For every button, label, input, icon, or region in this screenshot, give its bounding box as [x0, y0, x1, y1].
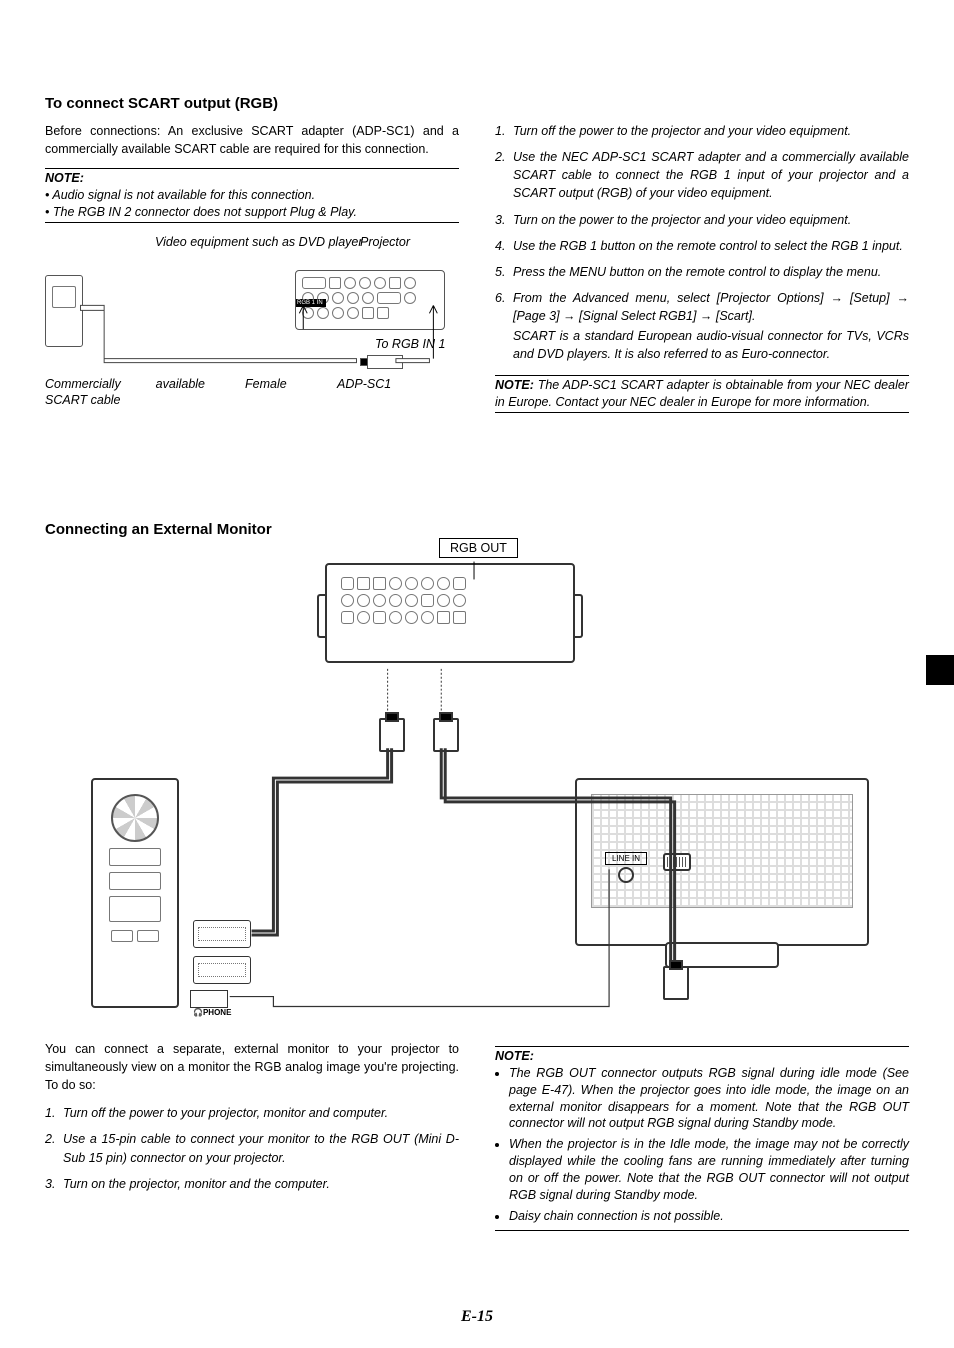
note-title: NOTE:: [45, 171, 84, 185]
s2-note-b2: When the projector is in the Idle mode, …: [509, 1136, 909, 1204]
section1-steps: Turn off the power to the projector and …: [495, 122, 909, 363]
s1-step3: Turn on the power to the projector and y…: [495, 211, 909, 229]
s2-note-b1: The RGB OUT connector outputs RGB signal…: [509, 1065, 909, 1133]
section1-title: To connect SCART output (RGB): [45, 95, 909, 112]
pc-tower: [91, 778, 179, 1008]
phone-plug: [190, 990, 228, 1008]
phone-label: 🎧PHONE: [193, 1008, 231, 1017]
section1-columns: Before connections: An exclusive SCART a…: [45, 122, 909, 435]
s2-step3: Turn on the projector, monitor and the c…: [45, 1175, 459, 1193]
s2-step1: Turn off the power to your projector, mo…: [45, 1104, 459, 1122]
page-number: E-15: [0, 1308, 954, 1326]
section1-intro: Before connections: An exclusive SCART a…: [45, 122, 459, 158]
video-equipment-box: [45, 275, 83, 347]
section2-note: NOTE: The RGB OUT connector outputs RGB …: [495, 1046, 909, 1231]
lbl-video-equip: Video equipment such as DVD player: [155, 235, 363, 251]
s2-step2: Use a 15-pin cable to connect your monit…: [45, 1130, 459, 1166]
figure-scart: Video equipment such as DVD player Proje…: [45, 235, 459, 435]
section1-right-col: Turn off the power to the projector and …: [495, 122, 909, 435]
vga-plug-right: [433, 718, 459, 752]
note2-body: The ADP-SC1 SCART adapter is obtainable …: [495, 378, 909, 409]
note2-title: NOTE:: [495, 378, 534, 392]
note1-b2: The RGB IN 2 connector does not support …: [53, 205, 357, 219]
section1-note1: NOTE: • Audio signal is not available fo…: [45, 168, 459, 223]
monitor-vga-port: [663, 853, 691, 871]
s1-step4: Use the RGB 1 button on the remote contr…: [495, 237, 909, 255]
line-in-block: LINE IN: [605, 848, 647, 883]
section1-left-col: Before connections: An exclusive SCART a…: [45, 122, 459, 435]
line-in-label: LINE IN: [605, 852, 647, 865]
projector-rear-panel: [325, 563, 575, 663]
s1-step6-text: From the Advanced menu, select [Projecto…: [513, 291, 909, 323]
section2-text-cols: You can connect a separate, external mon…: [45, 1040, 909, 1243]
s1-step2: Use the NEC ADP-SC1 SCART adapter and a …: [495, 148, 909, 202]
line-in-jack: [618, 867, 634, 883]
lbl-to-rgb1: To RGB IN 1: [375, 337, 445, 353]
lbl-projector: Projector: [360, 235, 410, 251]
s1-step1: Turn off the power to the projector and …: [495, 122, 909, 140]
lbl-adapter: ADP-SC1: [337, 377, 391, 393]
section2-body: You can connect a separate, external mon…: [45, 1040, 459, 1094]
s1-step6-sub: SCART is a standard European audio-visua…: [513, 327, 909, 363]
vga-plug-monitor: [663, 966, 689, 1000]
page: To connect SCART output (RGB) Before con…: [0, 0, 954, 1348]
lbl-scart-cable: Commercially available SCART cable: [45, 377, 205, 408]
section2-left-col: You can connect a separate, external mon…: [45, 1040, 459, 1243]
adapter-adp-sc1: [367, 355, 403, 369]
section2-right-col: NOTE: The RGB OUT connector outputs RGB …: [495, 1040, 909, 1243]
s2-note-title: NOTE:: [495, 1049, 534, 1063]
pc-vga-out1: [193, 920, 251, 948]
figure-external-monitor: RGB OUT LINE IN: [45, 548, 909, 1028]
pc-vga-out2: [193, 956, 251, 984]
note1-b1: Audio signal is not available for this c…: [52, 188, 315, 202]
vga-plug-left: [379, 718, 405, 752]
lbl-female: Female: [245, 377, 287, 393]
section2-title: Connecting an External Monitor: [45, 521, 909, 538]
s1-step6: From the Advanced menu, select [Projecto…: [495, 289, 909, 364]
side-thumb-tab: [926, 655, 954, 685]
section1-note2: NOTE: The ADP-SC1 SCART adapter is obtai…: [495, 375, 909, 413]
projector-top-view: RGB 1 IN: [295, 270, 445, 330]
rgb-out-label: RGB OUT: [439, 538, 518, 558]
s1-step5: Press the MENU button on the remote cont…: [495, 263, 909, 281]
lbl-rgb1in: RGB 1 IN: [295, 299, 326, 307]
phone-text: PHONE: [203, 1008, 231, 1017]
section2-steps: Turn off the power to your projector, mo…: [45, 1104, 459, 1193]
s2-note-b3: Daisy chain connection is not possible.: [509, 1208, 909, 1225]
